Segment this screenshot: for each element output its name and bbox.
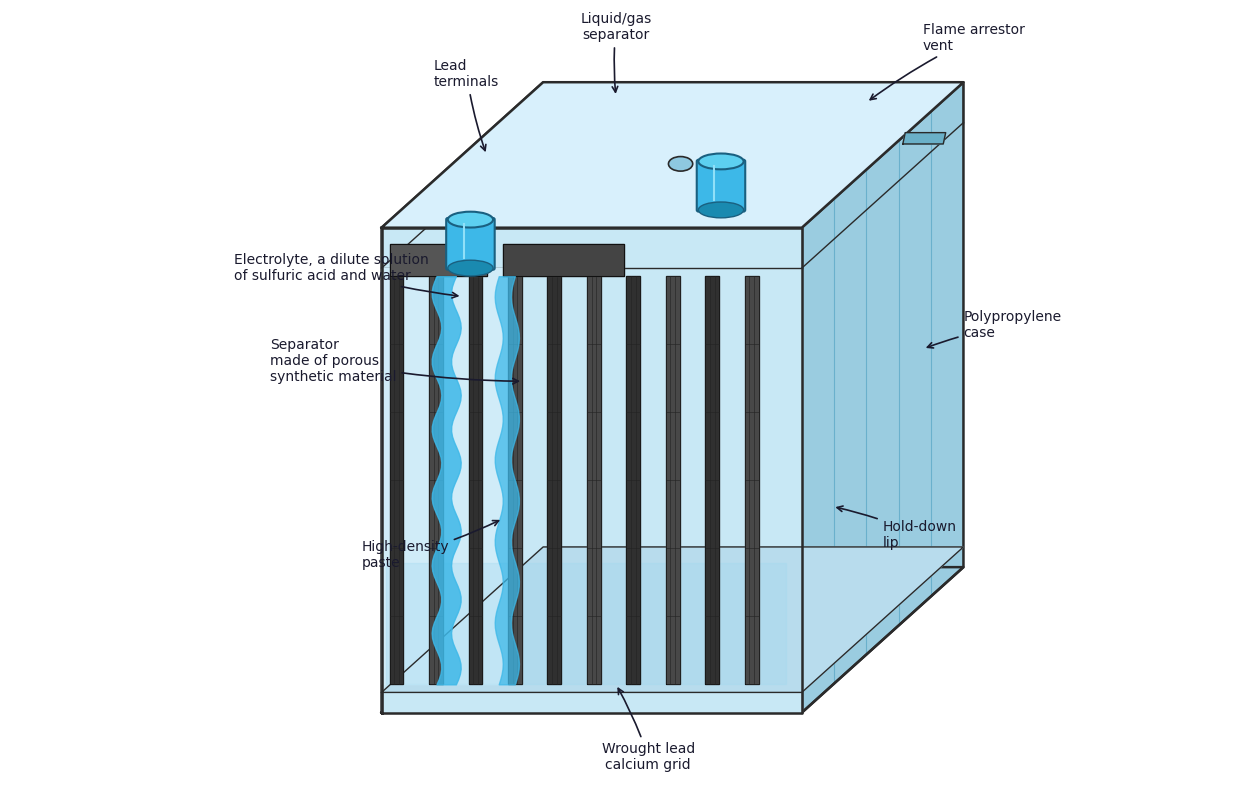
Polygon shape — [548, 277, 562, 684]
Polygon shape — [801, 82, 963, 713]
Polygon shape — [902, 133, 946, 144]
FancyBboxPatch shape — [447, 218, 494, 270]
Polygon shape — [429, 277, 443, 684]
Ellipse shape — [699, 202, 744, 218]
Text: Liquid/gas
separator: Liquid/gas separator — [580, 12, 651, 92]
Polygon shape — [745, 277, 759, 684]
Polygon shape — [666, 277, 680, 684]
Polygon shape — [705, 277, 719, 684]
Ellipse shape — [448, 260, 493, 276]
Polygon shape — [389, 244, 487, 277]
Text: Electrolyte, a dilute solution
of sulfuric acid and water: Electrolyte, a dilute solution of sulfur… — [235, 253, 458, 298]
FancyBboxPatch shape — [696, 160, 745, 212]
Text: Polypropylene
case: Polypropylene case — [927, 310, 1062, 348]
Polygon shape — [626, 277, 640, 684]
Polygon shape — [382, 547, 963, 693]
Text: Lead
terminals: Lead terminals — [434, 59, 499, 151]
Polygon shape — [503, 244, 624, 277]
Polygon shape — [382, 82, 963, 228]
Polygon shape — [468, 277, 482, 684]
Polygon shape — [389, 277, 403, 684]
Ellipse shape — [699, 153, 744, 169]
Text: Separator
made of porous
synthetic material: Separator made of porous synthetic mater… — [270, 338, 518, 384]
Polygon shape — [508, 277, 522, 684]
Polygon shape — [382, 268, 519, 684]
Polygon shape — [382, 567, 963, 713]
Ellipse shape — [669, 157, 693, 171]
Text: Wrought lead
calcium grid: Wrought lead calcium grid — [602, 689, 695, 772]
Text: Hold-down
lip: Hold-down lip — [837, 506, 957, 550]
Polygon shape — [587, 277, 600, 684]
Ellipse shape — [448, 212, 493, 228]
Polygon shape — [386, 563, 786, 684]
Text: High-density
paste: High-density paste — [362, 521, 499, 570]
Text: Flame arrestor
vent: Flame arrestor vent — [870, 23, 1025, 100]
Polygon shape — [382, 228, 801, 713]
Polygon shape — [382, 82, 543, 713]
